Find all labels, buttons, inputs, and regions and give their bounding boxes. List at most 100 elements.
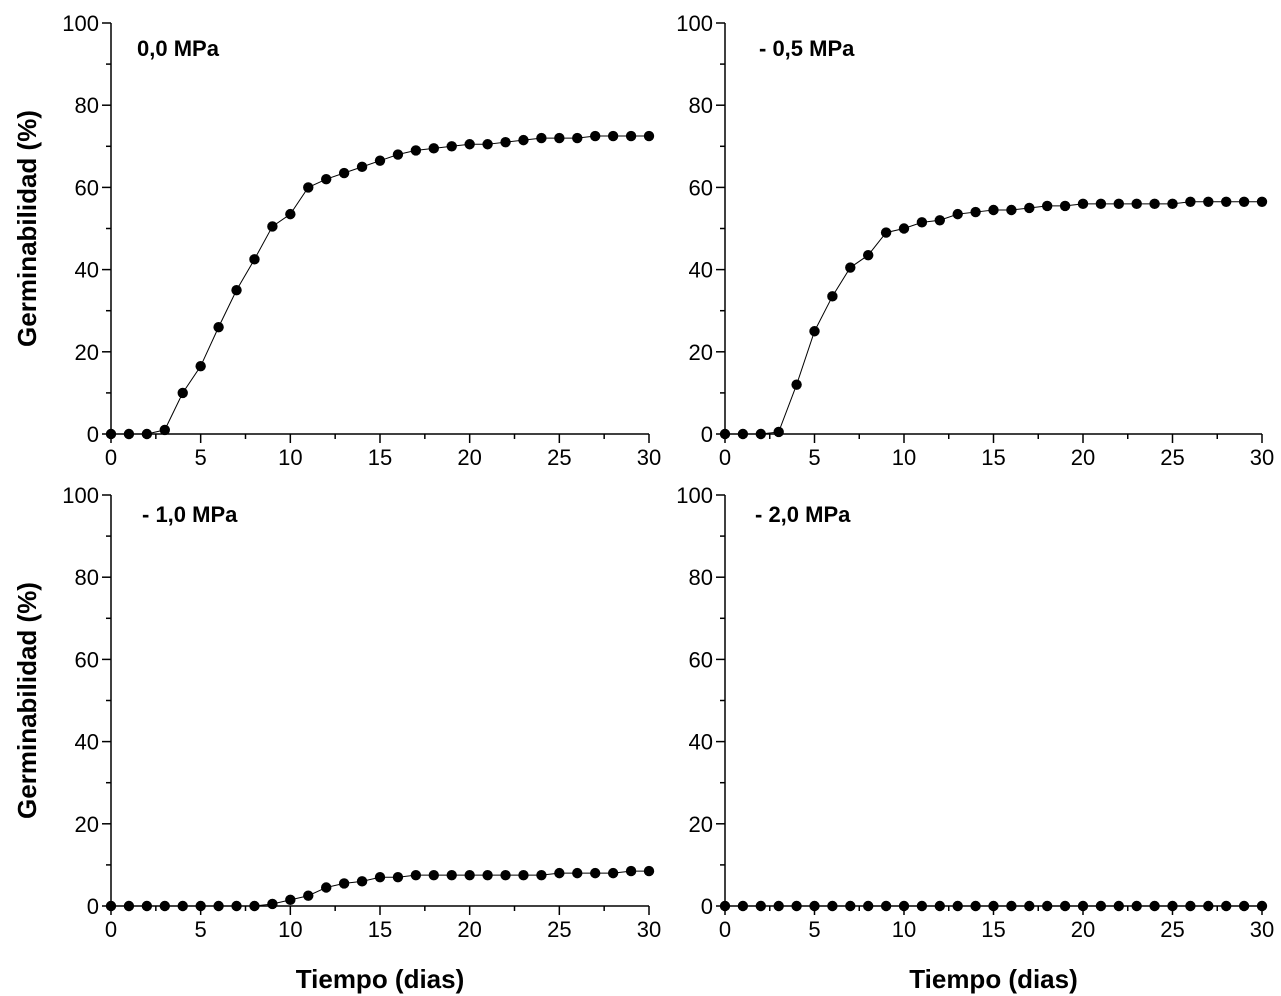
data-point — [1042, 200, 1053, 212]
data-point — [1131, 900, 1142, 912]
data-point — [231, 284, 242, 296]
x-axis-label: Tiempo (dias) — [296, 964, 465, 994]
data-point — [177, 387, 188, 399]
panel-title: - 0,5 MPa — [759, 36, 855, 61]
data-point — [1042, 900, 1053, 912]
chart-panel-4: 0 20 40 60 80 100 0 5 10 15 20 25 30 - 2,0 MPa Tiempo … — [676, 483, 1274, 994]
data-point — [123, 900, 135, 912]
x-tick-label: 30 — [637, 917, 661, 942]
data-point — [916, 217, 928, 228]
y-axis-label: Germinabilidad (%) — [12, 110, 42, 347]
x-axis-label: Tiempo (dias) — [909, 964, 1078, 994]
data-point — [428, 869, 439, 881]
y-tick-label: 100 — [62, 483, 99, 508]
data-point — [392, 149, 404, 160]
data-point — [1203, 196, 1214, 207]
data-point — [898, 900, 910, 912]
data-point — [464, 869, 475, 881]
data-point — [356, 161, 368, 173]
panel-title: 0,0 MPa — [137, 36, 220, 61]
data-point — [845, 262, 856, 273]
data-point — [285, 208, 296, 220]
x-tick-label: 30 — [637, 445, 661, 470]
data-point — [141, 900, 153, 912]
x-tick-label: 30 — [1250, 917, 1274, 942]
data-point — [572, 132, 583, 144]
data-point — [159, 900, 170, 912]
data-point — [625, 130, 637, 142]
data-point — [303, 182, 314, 193]
data-point — [970, 206, 981, 218]
data-point — [590, 130, 601, 142]
data-point — [916, 900, 928, 912]
y-tick-label: 20 — [75, 812, 99, 837]
data-point — [755, 900, 766, 912]
data-point — [719, 900, 731, 912]
x-tick-label: 10 — [892, 917, 916, 942]
data-point — [1095, 198, 1107, 210]
series-line — [725, 201, 1262, 435]
data-point — [500, 869, 511, 881]
data-point — [845, 900, 856, 912]
data-point — [518, 869, 529, 881]
data-point — [1024, 900, 1035, 912]
data-point — [1059, 200, 1071, 212]
data-point — [177, 900, 188, 912]
chart-panel-3: 0 20 40 60 80 100 0 5 10 15 20 25 30 - 1,0 MPa Germina… — [12, 483, 661, 994]
data-point — [590, 867, 601, 879]
data-point — [988, 900, 999, 912]
data-point — [880, 900, 892, 912]
x-tick-label: 10 — [278, 445, 302, 470]
y-tick-label: 20 — [689, 812, 713, 837]
data-point — [1006, 204, 1017, 216]
data-point — [1059, 900, 1071, 912]
y-tick-label: 0 — [87, 422, 99, 447]
data-point — [643, 865, 655, 877]
data-point — [536, 869, 547, 881]
data-point — [1113, 198, 1125, 210]
data-point — [500, 136, 511, 148]
x-tick-label: 20 — [457, 445, 481, 470]
x-tick-label: 0 — [719, 445, 731, 470]
data-point — [536, 132, 547, 144]
data-point — [934, 215, 945, 226]
chart-panel-1: 0 20 40 60 80 100 0 5 10 15 20 25 30 0,0 MPa Germinabi… — [12, 11, 661, 470]
data-point — [607, 130, 619, 142]
x-tick-label: 15 — [981, 917, 1005, 942]
data-point — [1238, 900, 1250, 912]
y-tick-label: 40 — [75, 730, 99, 755]
data-point — [791, 900, 802, 912]
data-point — [863, 900, 874, 912]
chart-panel-2: 0 20 40 60 80 100 0 5 10 15 20 25 30 - 0,5 MPa — [676, 11, 1274, 470]
panel-title: - 1,0 MPa — [142, 502, 238, 527]
x-tick-label: 25 — [1160, 445, 1184, 470]
panel-title: - 2,0 MPa — [755, 502, 851, 527]
data-point — [827, 291, 838, 302]
data-point — [303, 890, 314, 901]
data-point — [1203, 900, 1214, 912]
data-point — [1167, 198, 1178, 210]
y-tick-label: 60 — [689, 175, 713, 200]
y-tick-label: 0 — [87, 894, 99, 919]
y-tick-label: 80 — [689, 93, 713, 118]
data-point — [827, 900, 838, 912]
data-point — [880, 227, 892, 238]
y-tick-label: 100 — [62, 11, 99, 36]
data-point — [249, 254, 260, 265]
data-point — [1006, 900, 1017, 912]
y-tick-label: 80 — [689, 565, 713, 590]
data-point — [123, 428, 135, 440]
data-point — [898, 223, 910, 234]
x-tick-label: 5 — [808, 917, 820, 942]
data-point — [446, 869, 457, 881]
data-point — [105, 900, 117, 912]
data-point — [195, 360, 206, 372]
data-point — [321, 882, 332, 893]
data-point — [428, 143, 439, 154]
data-point — [773, 900, 784, 912]
x-tick-label: 5 — [195, 445, 207, 470]
data-point — [719, 428, 731, 440]
data-point — [159, 424, 170, 436]
data-point — [952, 208, 963, 220]
x-tick-label: 20 — [457, 917, 481, 942]
